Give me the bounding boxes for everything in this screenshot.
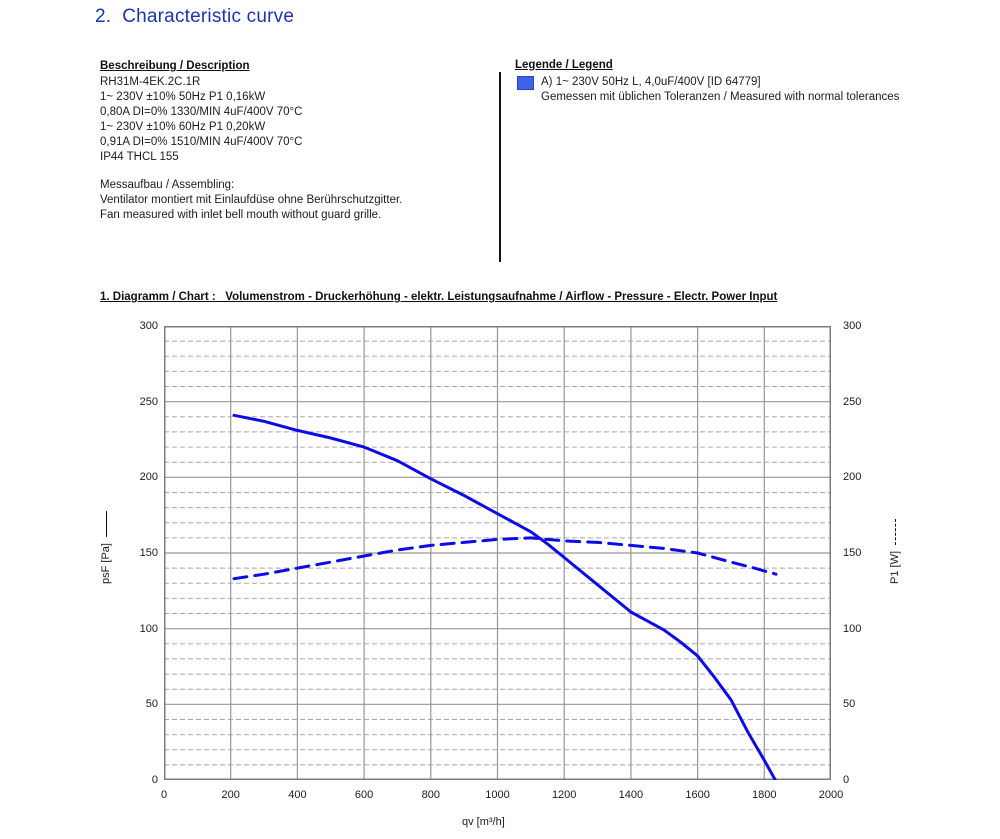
tick-label: 0 <box>151 774 158 786</box>
page-title: 2. Characteristic curve <box>95 6 295 27</box>
plot-border <box>164 326 831 780</box>
text-line: Messaufbau / Assembling: <box>100 179 235 191</box>
plot-area <box>164 326 831 780</box>
section-divider <box>499 72 501 262</box>
tick-label: 250 <box>843 395 862 408</box>
text-line: 0,80A DI=0% 1330/MIN 4uF/400V 70°C <box>100 106 303 118</box>
y-axis-left-label-text: psF [Pa] <box>100 543 112 584</box>
tick-label: 600 <box>354 789 374 801</box>
x-axis-title: qv [m³/h] <box>462 816 505 828</box>
tick-label: 200 <box>843 471 862 484</box>
legend-header: Legende / Legend <box>515 59 613 71</box>
tick-label: 150 <box>843 547 862 559</box>
tick-label: 200 <box>139 471 158 484</box>
tick-label: 300 <box>843 320 862 332</box>
legend-item: A) 1~ 230V 50Hz L, 4,0uF/400V [ID 64779] <box>515 75 935 90</box>
tick-label: 0 <box>160 789 168 801</box>
legend-section: Legende / Legend A) 1~ 230V 50Hz L, 4,0u… <box>515 58 935 105</box>
characteristic-curve-chart <box>164 326 831 780</box>
text-line: Ventilator montiert mit Einlaufdüse ohne… <box>100 194 403 206</box>
tick-label: 50 <box>145 698 158 711</box>
p1-power-curve <box>232 536 778 581</box>
description-lines: RH31M-4EK.2C.1R 1~ 230V ±10% 50Hz P1 0,16… <box>100 75 480 165</box>
dashed-line-symbol-icon <box>894 518 896 545</box>
description-section: Beschreibung / Description RH31M-4EK.2C.… <box>100 59 480 165</box>
y-axis-title-left: psF [Pa] <box>66 511 146 584</box>
tick-label: 50 <box>843 698 856 711</box>
psf-pressure-curve <box>232 413 777 780</box>
tick-label: 1000 <box>485 789 510 801</box>
tick-label: 400 <box>288 789 307 801</box>
text-line: 0,91A DI=0% 1510/MIN 4uF/400V 70°C <box>100 136 303 148</box>
tick-label: 1800 <box>752 789 777 801</box>
tick-label: 800 <box>421 789 440 801</box>
tick-label: 1600 <box>685 789 710 801</box>
tick-label: 150 <box>139 547 158 559</box>
tick-label: 1400 <box>618 789 644 801</box>
tick-label: 200 <box>221 789 240 801</box>
tick-label: 2000 <box>818 789 844 801</box>
legend-color-swatch-icon <box>517 76 534 90</box>
tick-label: 1200 <box>551 789 577 801</box>
text-line: 1~ 230V ±10% 60Hz P1 0,20kW <box>100 121 266 133</box>
text-line: IP44 THCL 155 <box>100 151 179 163</box>
tick-label: 0 <box>843 774 850 786</box>
y-axis-right-label-text: P1 [W] <box>889 550 901 584</box>
tick-label: 300 <box>139 320 158 332</box>
solid-line-symbol-icon <box>105 511 107 538</box>
tick-label: 100 <box>843 622 862 635</box>
assembling-lines: Messaufbau / Assembling: Ventilator monti… <box>100 178 490 223</box>
text-line: Fan measured with inlet bell mouth witho… <box>100 209 382 221</box>
text-line: 1~ 230V ±10% 50Hz P1 0,16kW <box>100 91 266 103</box>
text-line: RH31M-4EK.2C.1R <box>100 76 201 88</box>
legend-item-label: A) 1~ 230V 50Hz L, 4,0uF/400V [ID 64779] <box>541 76 761 88</box>
tick-label: 250 <box>139 395 158 408</box>
chart-header: 1. Diagramm / Chart : Volumenstrom - Dru… <box>100 291 778 303</box>
description-header: Beschreibung / Description <box>100 60 250 72</box>
legend-tolerance-note: Gemessen mit üblichen Toleranzen / Measu… <box>541 91 900 103</box>
y-axis-title-right: P1 [W] <box>855 518 935 584</box>
tick-label: 100 <box>139 622 158 635</box>
assembling-section: Messaufbau / Assembling: Ventilator monti… <box>100 178 490 223</box>
